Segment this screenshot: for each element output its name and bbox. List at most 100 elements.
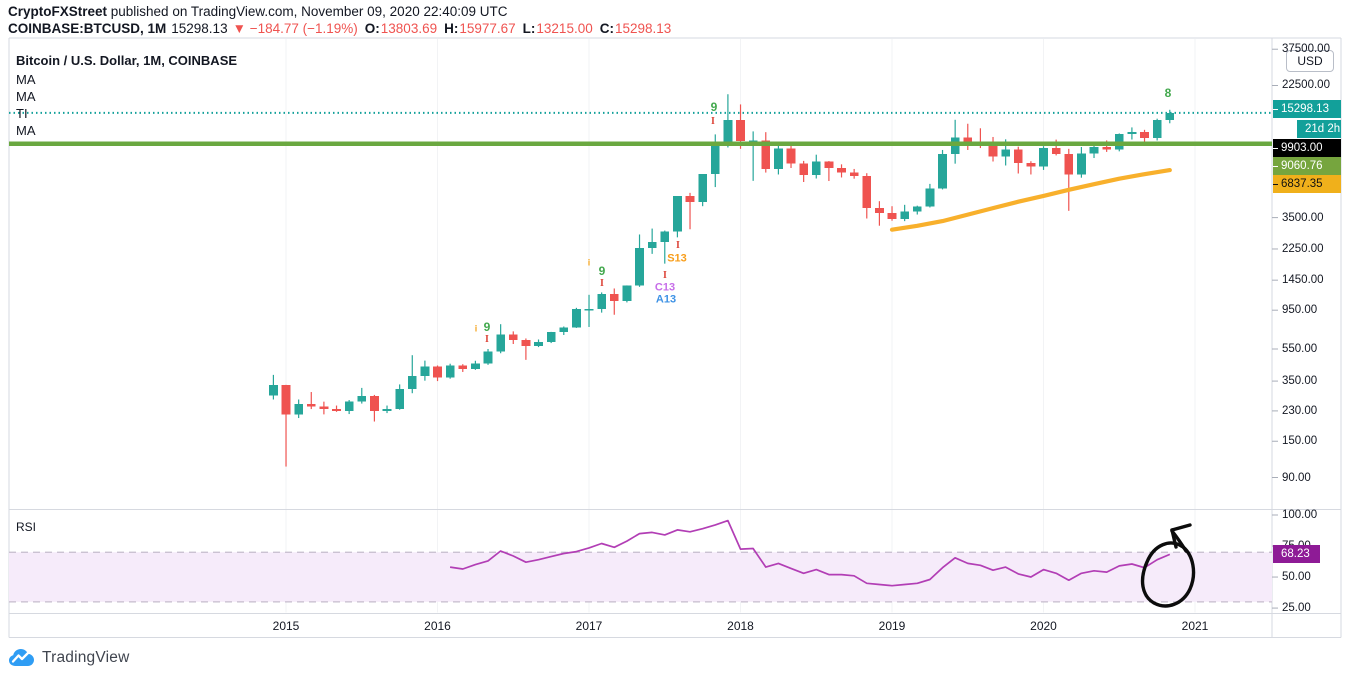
td-sequential-marker: 8: [1164, 86, 1172, 100]
candle-body: [483, 351, 493, 364]
td-sequential-marker: I: [485, 334, 489, 345]
rsi-value-badge: 68.23: [1273, 545, 1320, 563]
candle-body: [824, 161, 834, 169]
currency-toggle-button[interactable]: USD: [1286, 50, 1334, 72]
candle-body: [988, 146, 998, 157]
publish-line: CryptoFXStreet published on TradingView.…: [8, 3, 671, 20]
chart-legend: Bitcoin / U.S. Dollar, 1M, COINBASE MA M…: [16, 52, 237, 139]
rsi-tick-label: 25.00: [1282, 602, 1311, 615]
tradingview-logo[interactable]: TradingView: [8, 648, 130, 667]
candle-body: [1026, 163, 1036, 167]
candle-body: [269, 384, 278, 396]
tradingview-cloud-icon: [9, 649, 34, 666]
legend-indicator-ma-3[interactable]: MA: [16, 123, 36, 138]
td-sequential-marker: i: [587, 257, 591, 268]
candle-body: [710, 143, 720, 175]
rsi-band: [9, 552, 1272, 602]
candle-body: [471, 363, 480, 369]
time-axis-year-label: 2017: [575, 619, 603, 633]
candle-body: [420, 366, 430, 376]
candle-body: [723, 119, 733, 144]
candle-body: [1077, 153, 1086, 175]
price-tick-label: 950.00: [1282, 304, 1318, 317]
candle-body: [294, 403, 304, 415]
header: CryptoFXStreet published on TradingView.…: [8, 3, 671, 37]
td-sequential-marker: 9: [483, 320, 491, 334]
candle-body: [281, 384, 291, 415]
price-tick-label: 3500.00: [1282, 211, 1324, 224]
publish-info: published on TradingView.com, November 0…: [107, 4, 508, 19]
legend-indicator-ma-2[interactable]: MA: [16, 89, 36, 104]
current-price-badge: 15298.13: [1273, 100, 1341, 118]
candle-body: [799, 163, 809, 175]
td-sequential-marker: S13: [667, 252, 687, 265]
candle-body: [534, 341, 543, 346]
candle-body: [685, 196, 695, 203]
candle-body: [496, 334, 506, 352]
ma-value-badge-yellow: 6837.35: [1273, 175, 1341, 193]
candle-body: [963, 137, 973, 143]
candle-body: [357, 395, 367, 402]
candle-body: [736, 119, 745, 142]
high-value: 15977.67: [459, 21, 516, 36]
time-axis-year-label: 2015: [272, 619, 300, 633]
candle-body: [597, 294, 607, 310]
open-value: 13803.69: [380, 21, 438, 36]
candle-body: [433, 366, 442, 378]
candle-body: [458, 365, 468, 369]
time-axis-year-label: 2021: [1181, 619, 1209, 633]
rsi-tick-label: 50.00: [1282, 571, 1311, 584]
candle-body: [647, 242, 657, 248]
orange-ma-line: [889, 168, 1172, 232]
candle-body: [546, 332, 556, 342]
candle-body: [748, 140, 758, 142]
symbol-line: COINBASE:BTCUSD, 1M 15298.13 ▼ −184.77 (−1…: [8, 20, 671, 37]
price-tick-label: 1450.00: [1282, 274, 1324, 287]
candle-body: [1051, 147, 1061, 155]
symbol-name: COINBASE:BTCUSD, 1M: [8, 21, 167, 36]
candle-body: [609, 294, 619, 302]
candle-body: [698, 174, 708, 203]
legend-symbol-title[interactable]: Bitcoin / U.S. Dollar, 1M, COINBASE: [16, 53, 238, 68]
hand-drawn-circle-arrow-annotation: [1170, 528, 1178, 549]
time-axis-year-label: 2018: [727, 619, 754, 633]
close-label: C:: [599, 21, 614, 36]
td-sequential-marker: I: [711, 116, 715, 127]
hand-drawn-circle-arrow-annotation: [1140, 541, 1196, 608]
tradingview-logo-text: TradingView: [42, 648, 130, 666]
candle-body: [572, 309, 581, 328]
candle-body: [786, 148, 796, 164]
candle-body: [635, 247, 644, 286]
candle-body: [912, 206, 922, 212]
price-tick-label: 37500.00: [1282, 43, 1330, 56]
candle-body: [811, 161, 821, 175]
hand-drawn-circle-arrow-annotation: [1170, 523, 1192, 532]
td-sequential-marker: 9: [710, 100, 718, 114]
td-sequential-marker: C13: [654, 281, 676, 294]
price-tick-label: 90.00: [1282, 471, 1311, 484]
candle-body: [344, 401, 354, 411]
legend-indicator-ti[interactable]: TI: [16, 106, 28, 121]
candle-body: [1013, 149, 1023, 164]
low-value: 13215.00: [536, 21, 593, 36]
candle-body: [622, 285, 632, 302]
td-sequential-marker: I: [676, 240, 680, 251]
price-tick-label: 22500.00: [1282, 79, 1330, 92]
candle-body: [875, 207, 884, 213]
open-label: O:: [364, 21, 380, 36]
candle-body: [508, 334, 518, 341]
rsi-pane-label[interactable]: RSI: [16, 520, 37, 534]
candle-body: [925, 188, 935, 207]
time-axis-year-label: 2020: [1030, 619, 1057, 633]
high-label: H:: [444, 21, 459, 36]
badge-tick: [1273, 147, 1278, 149]
candle-body: [1001, 149, 1011, 157]
legend-indicator-ma-1[interactable]: MA: [16, 72, 36, 87]
level-line-price-badge: 9903.00: [1273, 139, 1341, 157]
candle-body: [584, 309, 594, 311]
candle-body: [862, 175, 872, 208]
candle-body: [1152, 120, 1162, 138]
candle-body: [559, 327, 569, 333]
publisher-name: CryptoFXStreet: [8, 4, 108, 19]
